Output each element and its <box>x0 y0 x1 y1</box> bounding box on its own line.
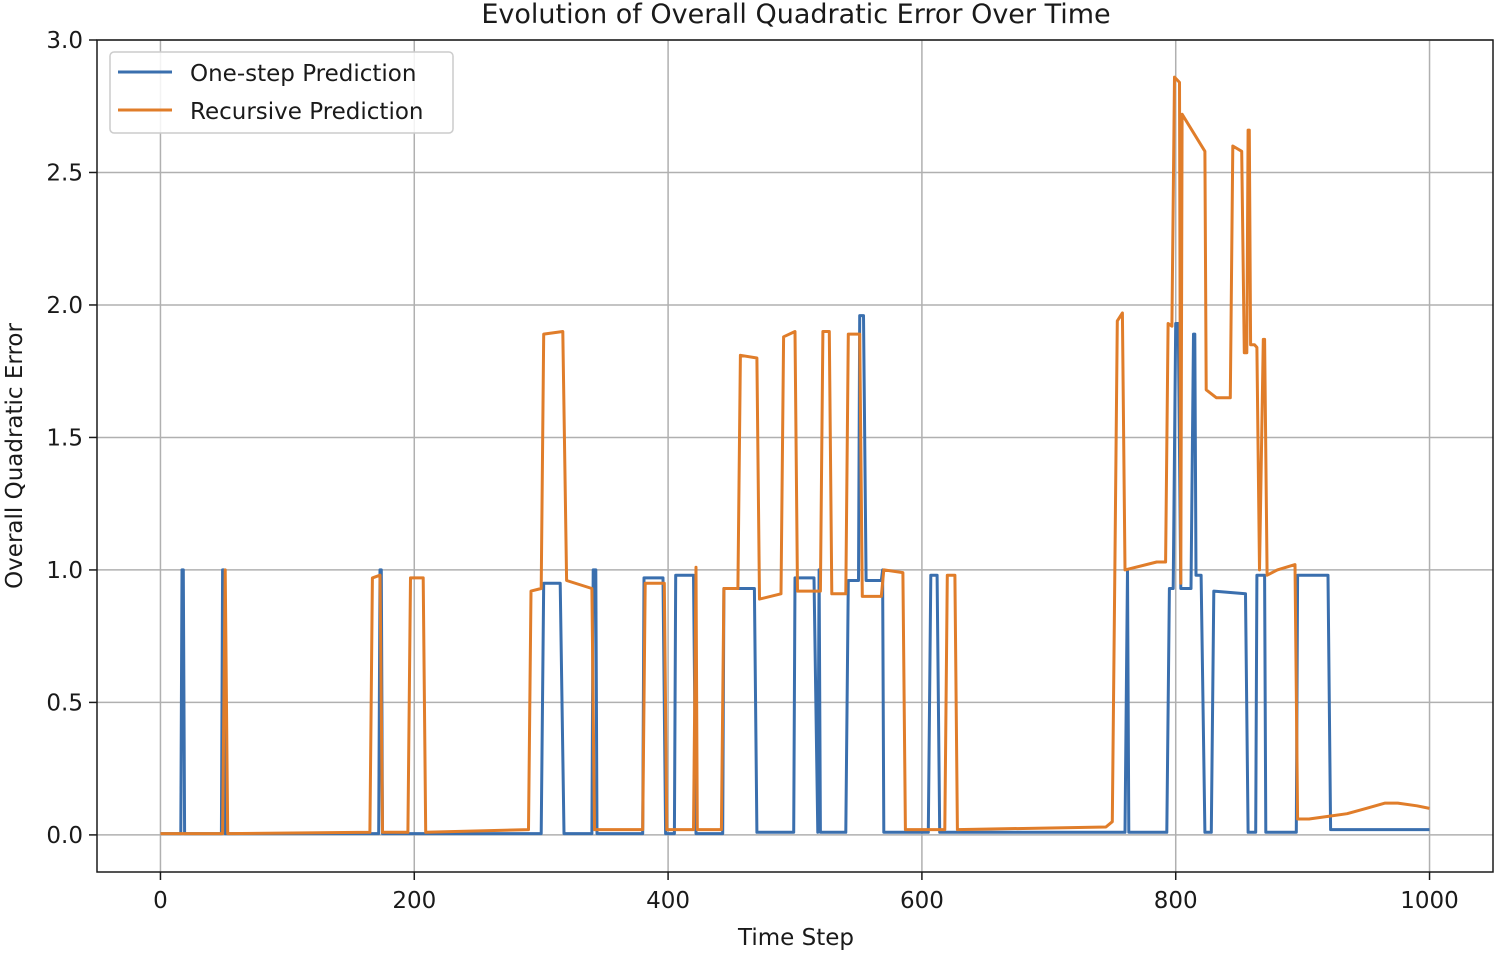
y-tick-label: 1.0 <box>46 558 83 584</box>
y-tick-label: 2.0 <box>46 293 83 319</box>
series-line-one-step <box>160 314 1430 836</box>
y-tick-label: 0.0 <box>46 823 83 849</box>
y-tick-label: 1.5 <box>46 425 83 451</box>
legend-label-one-step: One-step Prediction <box>190 61 416 87</box>
y-axis: 0.0 0.5 1.0 1.5 2.0 2.5 3.0 <box>46 28 97 849</box>
chart-title: Evolution of Overall Quadratic Error Ove… <box>481 0 1110 30</box>
x-tick-label: 0 <box>153 888 168 914</box>
y-tick-label: 2.5 <box>46 160 83 186</box>
x-tick-label: 200 <box>392 888 436 914</box>
x-tick-label: 400 <box>646 888 690 914</box>
x-tick-label: 800 <box>1154 888 1198 914</box>
y-tick-label: 0.5 <box>46 690 83 716</box>
plot-frame <box>96 39 1494 873</box>
x-tick-label: 600 <box>900 888 944 914</box>
y-axis-label: Overall Quadratic Error <box>2 323 28 589</box>
legend: One-step Prediction Recursive Prediction <box>109 51 454 134</box>
plot-area <box>96 39 1494 873</box>
x-tick-label: 1000 <box>1400 888 1459 914</box>
legend-box <box>109 51 454 134</box>
x-axis-label: Time Step <box>737 925 854 951</box>
series-line-recursive <box>160 75 1430 836</box>
series-lines <box>160 75 1430 836</box>
y-tick-label: 3.0 <box>46 28 83 54</box>
x-axis: 0 200 400 600 800 1000 <box>153 872 1459 914</box>
legend-label-recursive: Recursive Prediction <box>190 99 423 125</box>
